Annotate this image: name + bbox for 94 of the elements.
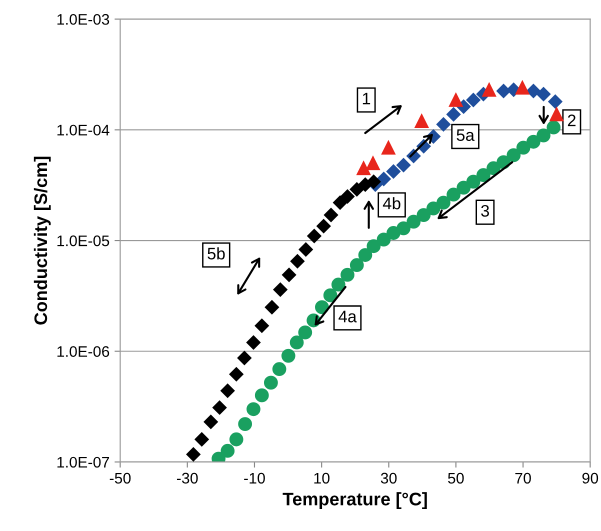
point — [515, 80, 530, 95]
point — [333, 196, 348, 210]
point — [272, 362, 286, 376]
point — [436, 196, 450, 210]
point — [466, 92, 480, 108]
point — [526, 134, 540, 149]
x-tick-label: -10 — [244, 472, 265, 484]
point — [307, 228, 322, 244]
point — [376, 172, 391, 186]
point — [358, 248, 372, 262]
point — [366, 174, 381, 189]
x-tick-label: -50 — [110, 472, 131, 484]
point — [246, 335, 261, 350]
point — [237, 350, 252, 366]
x-tick-label: 90 — [582, 472, 598, 484]
point — [290, 336, 304, 350]
point — [386, 164, 401, 179]
point — [396, 158, 411, 172]
point — [254, 388, 269, 402]
point — [212, 400, 227, 415]
point — [482, 82, 496, 97]
point — [290, 254, 305, 268]
annotation: 5b — [208, 247, 225, 260]
point — [324, 208, 338, 222]
point — [340, 189, 355, 204]
point — [316, 219, 331, 234]
point — [246, 402, 260, 416]
point — [281, 348, 296, 363]
point — [298, 325, 312, 340]
point — [254, 318, 269, 333]
point — [376, 232, 391, 247]
point — [446, 188, 460, 202]
annotation: 4a — [338, 310, 357, 322]
point — [496, 84, 511, 98]
point — [386, 226, 400, 240]
point — [516, 140, 530, 155]
y-axis-title: Conductivity [S/cm] — [34, 156, 51, 325]
point — [273, 282, 288, 297]
x-tick-label: 10 — [314, 472, 330, 484]
point — [194, 432, 209, 446]
point — [229, 367, 244, 382]
point — [366, 156, 380, 170]
y-tick-label: 1.0E-03 — [57, 14, 110, 25]
point — [298, 242, 313, 257]
point — [536, 87, 551, 102]
point — [282, 268, 296, 282]
point — [238, 417, 252, 432]
point — [546, 120, 561, 134]
point — [436, 117, 451, 132]
x-tick-label: 70 — [515, 472, 531, 484]
y-tick-label: 1.0E-07 — [57, 456, 110, 468]
point — [456, 180, 471, 195]
x-tick-label: 50 — [448, 472, 464, 484]
point — [426, 201, 440, 216]
point — [381, 140, 396, 155]
point — [548, 94, 562, 109]
y-tick-label: 1.0E-04 — [57, 124, 110, 136]
point — [204, 414, 218, 429]
point — [220, 384, 235, 398]
y-tick-label: 1.0E-06 — [57, 346, 110, 357]
point — [448, 93, 463, 107]
point — [526, 84, 541, 98]
point — [366, 239, 381, 254]
point — [340, 268, 354, 282]
point — [229, 432, 244, 446]
point — [264, 376, 278, 390]
annotation: 4b — [382, 197, 400, 210]
point — [350, 258, 364, 272]
annotation: 2 — [568, 114, 576, 126]
point — [506, 148, 521, 162]
point — [356, 161, 371, 176]
point — [220, 444, 235, 458]
annotation: 1 — [362, 92, 370, 104]
point — [446, 107, 461, 122]
point — [476, 168, 490, 182]
point — [264, 300, 280, 314]
point — [550, 107, 564, 122]
x-tick-label: 30 — [380, 472, 397, 484]
point — [350, 182, 364, 196]
annotation: 3 — [481, 204, 490, 217]
point — [406, 214, 421, 229]
point — [331, 278, 346, 292]
point — [414, 114, 429, 128]
point — [186, 447, 200, 462]
x-tick-label: -30 — [176, 472, 198, 484]
point — [486, 161, 500, 176]
point — [315, 300, 329, 314]
point — [323, 288, 338, 302]
x-axis-title: Temperature [°C] — [282, 492, 427, 510]
annotation: 5a — [456, 129, 475, 141]
point — [416, 208, 431, 222]
point — [536, 128, 550, 142]
point — [466, 174, 480, 189]
y-tick-label: 1.0E-05 — [57, 235, 110, 246]
